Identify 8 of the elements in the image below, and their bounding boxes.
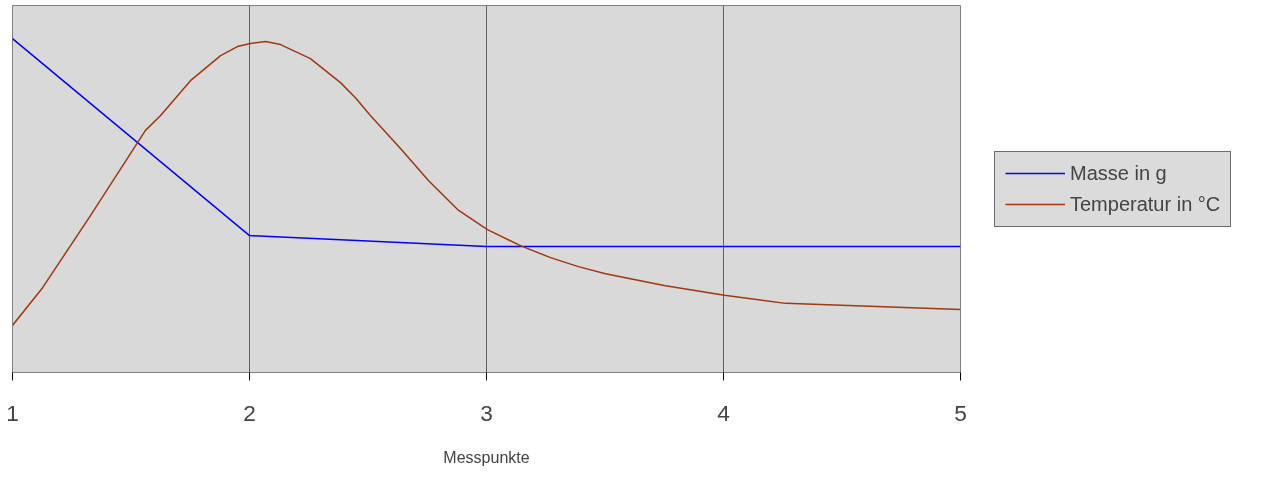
x-tick-label: 3 [480, 399, 493, 426]
legend-label: Temperatur in °C [1070, 192, 1221, 216]
legend-label: Masse in g [1070, 161, 1167, 185]
x-axis-title: Messpunkte [443, 448, 530, 466]
x-tick-label: 1 [6, 399, 19, 426]
x-tick-label: 2 [243, 399, 256, 426]
x-tick-label: 4 [717, 399, 730, 426]
x-tick-label: 5 [954, 399, 967, 426]
